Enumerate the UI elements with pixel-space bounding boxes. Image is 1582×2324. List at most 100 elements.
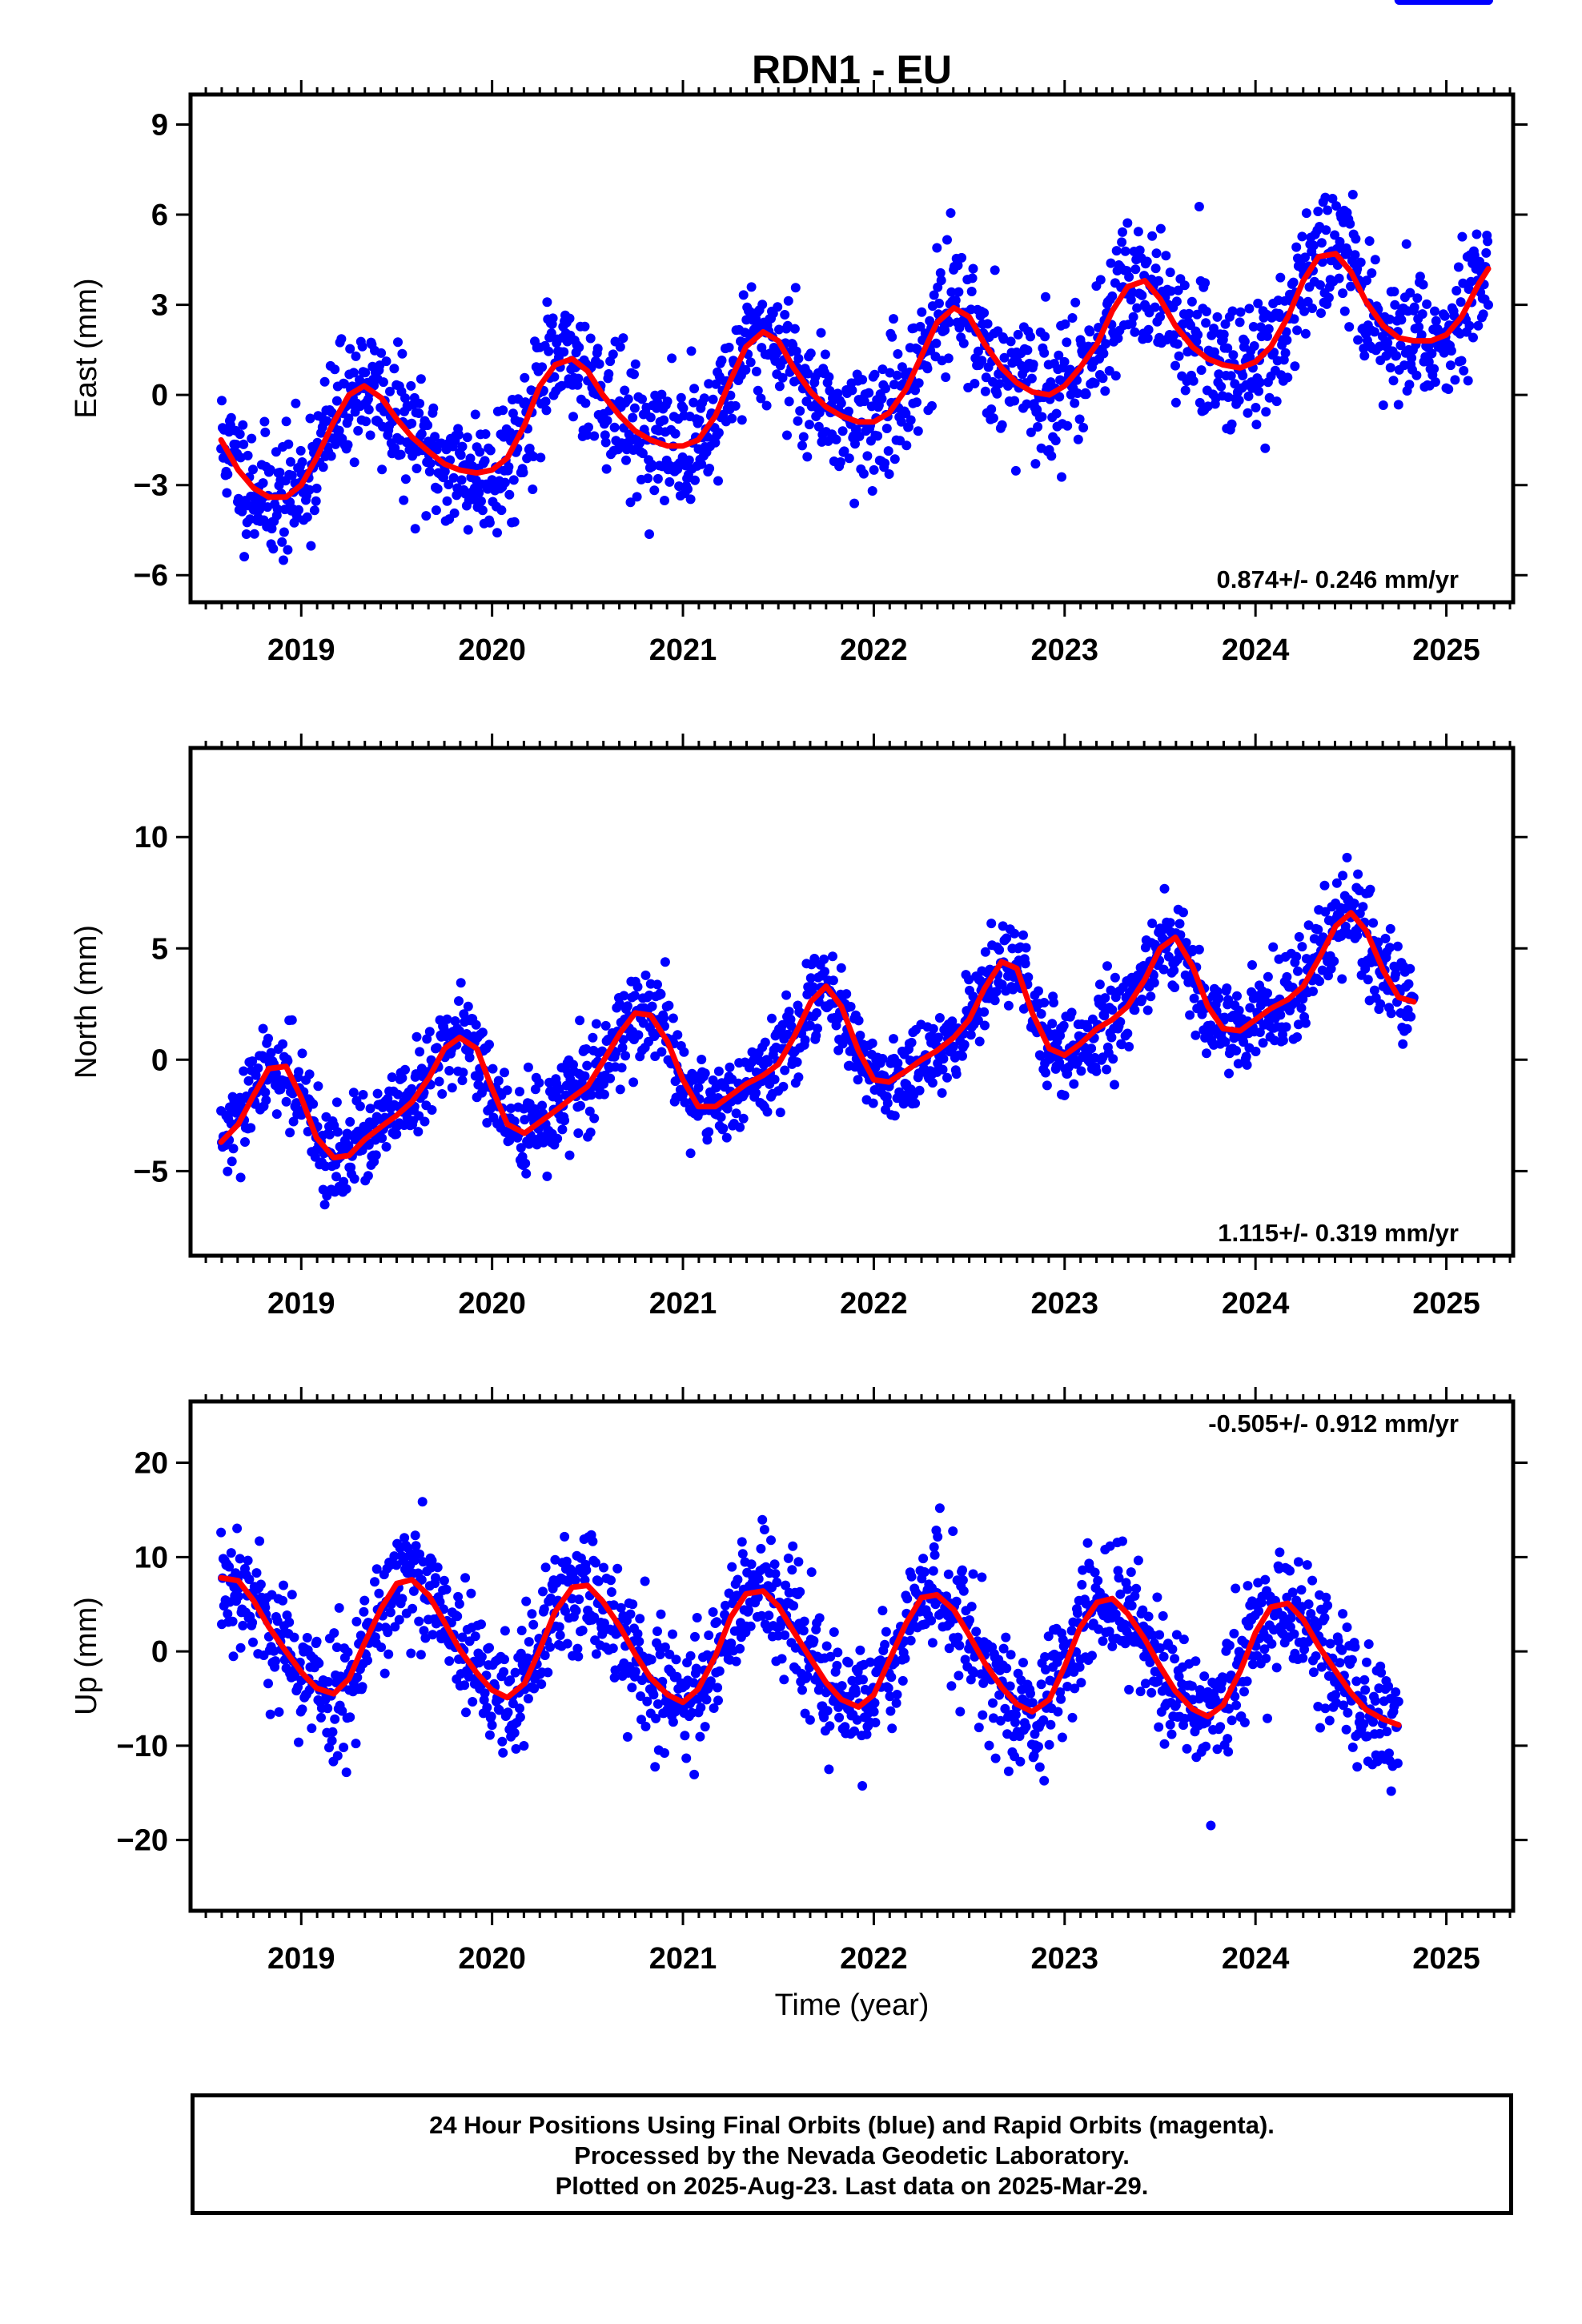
data-point (681, 1753, 692, 1763)
data-point (621, 455, 631, 465)
data-point (432, 484, 443, 494)
data-point (914, 1085, 925, 1096)
data-point (600, 1020, 611, 1031)
x-tick-label: 2021 (649, 633, 717, 667)
data-point (1450, 375, 1460, 385)
data-point (711, 379, 721, 389)
data-point (430, 432, 440, 442)
data-point (540, 396, 551, 407)
data-point (1142, 1005, 1153, 1015)
data-point (822, 1706, 833, 1716)
x-tick-label: 2022 (840, 1287, 908, 1321)
data-point (341, 1184, 351, 1194)
data-point (855, 1645, 865, 1655)
data-point (537, 362, 548, 372)
data-point (917, 307, 927, 317)
data-point (1139, 271, 1150, 281)
data-point (644, 529, 654, 539)
data-point (746, 282, 757, 292)
data-point (858, 468, 869, 479)
data-point (843, 1658, 853, 1668)
data-point (627, 1683, 637, 1693)
data-point (1331, 201, 1341, 211)
data-point (1036, 1009, 1046, 1019)
data-point (685, 1148, 696, 1159)
data-point (306, 541, 316, 551)
data-point (877, 394, 887, 404)
data-point (943, 1569, 954, 1579)
data-point (697, 1055, 707, 1064)
data-point (1098, 373, 1108, 384)
data-point (1111, 246, 1122, 256)
data-point (958, 1051, 967, 1061)
data-point (880, 1639, 890, 1650)
data-point (1375, 999, 1386, 1009)
data-point (516, 1143, 526, 1153)
x-tick-label: 2023 (1031, 633, 1099, 667)
data-point (324, 1129, 335, 1140)
y-tick-label: 3 (151, 289, 168, 323)
data-point (287, 1590, 297, 1600)
data-point (486, 1711, 496, 1722)
data-point (953, 260, 963, 271)
data-point (757, 300, 768, 310)
data-point (940, 325, 950, 336)
data-point (343, 413, 354, 424)
data-point (1102, 961, 1112, 971)
data-point (953, 1632, 963, 1642)
data-point (1010, 396, 1020, 406)
data-point (779, 1675, 789, 1685)
data-point (915, 321, 926, 332)
data-point (515, 1703, 524, 1714)
data-point (673, 1030, 683, 1040)
data-point (1041, 1068, 1050, 1078)
data-point (1347, 190, 1358, 199)
data-point (892, 1690, 902, 1699)
data-point (1062, 337, 1072, 348)
data-point (363, 404, 374, 415)
data-point (289, 1632, 299, 1642)
data-point (931, 338, 942, 348)
data-point (714, 1666, 725, 1676)
data-point (1193, 330, 1203, 340)
data-point (966, 1030, 976, 1040)
data-point (1393, 400, 1403, 410)
data-point (919, 1567, 930, 1577)
data-point (647, 1001, 657, 1011)
data-point (1418, 279, 1428, 290)
data-point (554, 1622, 564, 1632)
data-point (243, 450, 253, 460)
data-point (1313, 207, 1323, 216)
data-point (1338, 870, 1348, 881)
data-point (1378, 400, 1388, 410)
data-point (279, 527, 289, 537)
data-point (581, 1044, 592, 1054)
data-point (660, 1748, 669, 1758)
data-point (819, 954, 829, 964)
data-point (283, 1055, 293, 1066)
data-point (546, 328, 556, 338)
data-point (1037, 412, 1047, 422)
data-point (1346, 281, 1356, 292)
data-point (235, 1554, 245, 1564)
data-point (1275, 1010, 1286, 1020)
data-point (444, 480, 454, 489)
data-point (932, 243, 942, 253)
data-point (881, 424, 892, 433)
data-point (440, 466, 450, 476)
data-point (408, 1603, 418, 1614)
data-point (982, 319, 993, 329)
data-point (542, 297, 552, 308)
data-point (656, 389, 667, 400)
data-point (425, 458, 436, 468)
data-point (1403, 979, 1414, 989)
data-point (1228, 350, 1239, 360)
data-point (357, 1682, 367, 1692)
data-point (355, 1101, 365, 1112)
data-point (1220, 319, 1231, 329)
data-point (1224, 1068, 1234, 1079)
data-point (310, 1152, 320, 1162)
data-point (679, 1047, 689, 1057)
data-point (1472, 229, 1482, 239)
data-point (897, 362, 907, 372)
